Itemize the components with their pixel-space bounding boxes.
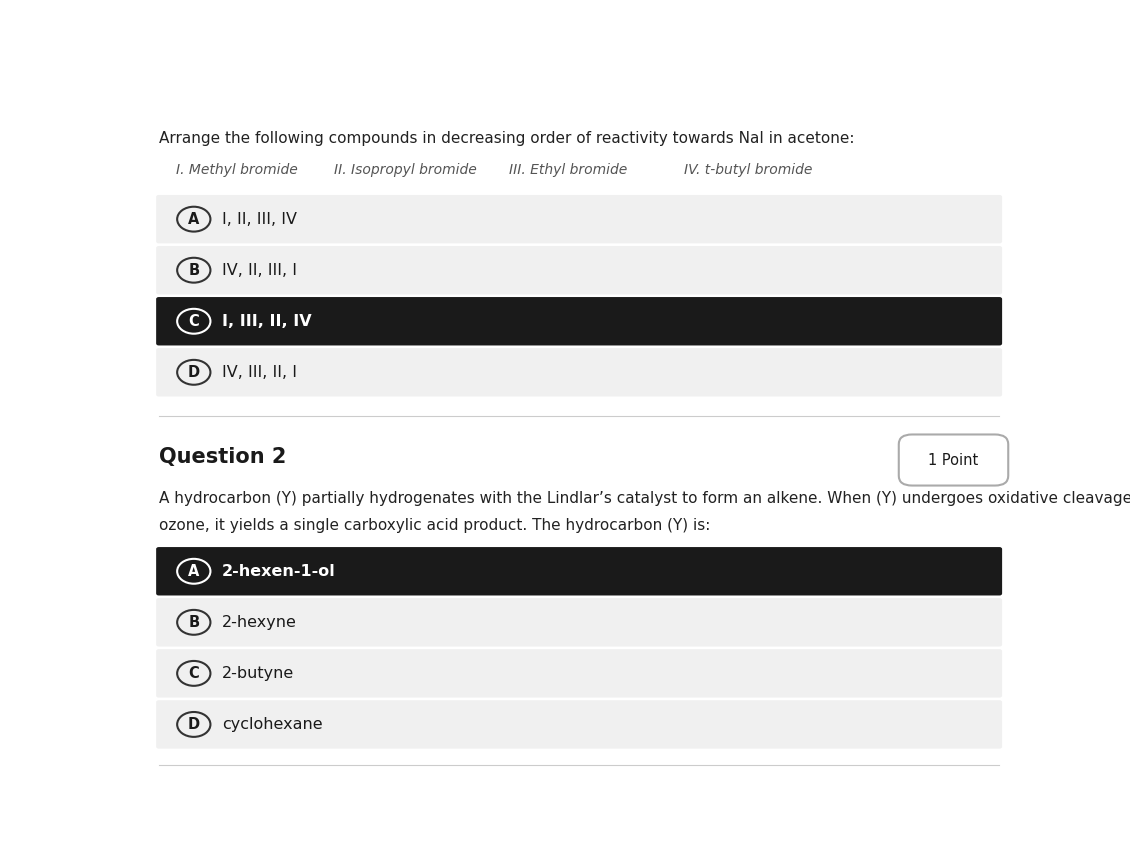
Text: ozone, it yields a single carboxylic acid product. The hydrocarbon (Y) is:: ozone, it yields a single carboxylic aci… xyxy=(158,518,710,533)
Text: D: D xyxy=(188,717,200,732)
Text: I. Methyl bromide: I. Methyl bromide xyxy=(176,163,298,177)
FancyBboxPatch shape xyxy=(156,297,1002,345)
Circle shape xyxy=(177,661,210,686)
Text: A: A xyxy=(188,564,200,579)
Circle shape xyxy=(177,360,210,385)
FancyBboxPatch shape xyxy=(156,195,1002,243)
Text: 2-hexyne: 2-hexyne xyxy=(221,615,297,630)
FancyBboxPatch shape xyxy=(156,700,1002,749)
Text: D: D xyxy=(188,365,200,380)
Text: III. Ethyl bromide: III. Ethyl bromide xyxy=(508,163,627,177)
FancyBboxPatch shape xyxy=(156,649,1002,698)
Text: B: B xyxy=(189,263,199,278)
Circle shape xyxy=(177,258,210,283)
Text: B: B xyxy=(189,615,199,630)
Text: IV. t-butyl bromide: IV. t-butyl bromide xyxy=(685,163,812,177)
Text: 2-hexen-1-ol: 2-hexen-1-ol xyxy=(221,564,336,579)
Text: I, III, II, IV: I, III, II, IV xyxy=(221,314,312,329)
Circle shape xyxy=(177,207,210,231)
Text: Arrange the following compounds in decreasing order of reactivity towards NaI in: Arrange the following compounds in decre… xyxy=(158,132,854,146)
Text: A: A xyxy=(188,212,200,227)
FancyBboxPatch shape xyxy=(156,246,1002,294)
Text: C: C xyxy=(189,314,199,329)
Text: I, II, III, IV: I, II, III, IV xyxy=(221,212,297,227)
Text: II. Isopropyl bromide: II. Isopropyl bromide xyxy=(334,163,477,177)
Circle shape xyxy=(177,712,210,737)
Text: 1 Point: 1 Point xyxy=(929,452,979,468)
Text: IV, III, II, I: IV, III, II, I xyxy=(221,365,297,380)
FancyBboxPatch shape xyxy=(898,434,1008,485)
Circle shape xyxy=(177,309,210,334)
Text: 2-butyne: 2-butyne xyxy=(221,666,294,681)
FancyBboxPatch shape xyxy=(156,547,1002,596)
Circle shape xyxy=(177,610,210,635)
Text: IV, II, III, I: IV, II, III, I xyxy=(221,263,297,278)
Text: A hydrocarbon (Y) partially hydrogenates with the Lindlar’s catalyst to form an : A hydrocarbon (Y) partially hydrogenates… xyxy=(158,491,1130,507)
Text: cyclohexane: cyclohexane xyxy=(221,717,322,732)
Circle shape xyxy=(177,558,210,584)
FancyBboxPatch shape xyxy=(156,348,1002,397)
FancyBboxPatch shape xyxy=(156,598,1002,647)
Text: Question 2: Question 2 xyxy=(158,447,286,467)
Text: C: C xyxy=(189,666,199,681)
